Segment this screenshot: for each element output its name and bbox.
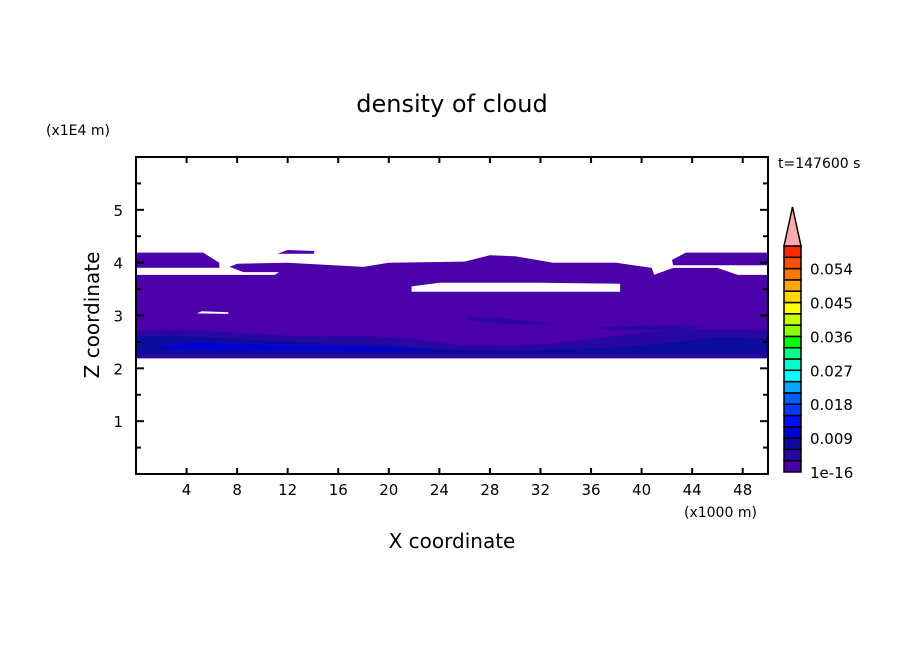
y-tick-label: 3 bbox=[113, 308, 123, 326]
colorbar-swatch bbox=[783, 245, 802, 259]
x-tick-label: 12 bbox=[278, 481, 297, 499]
colorbar-tick-label: 0.009 bbox=[810, 430, 853, 448]
colorbar-overflow-triangle bbox=[783, 206, 802, 247]
colorbar-tick-label: 0.054 bbox=[810, 261, 853, 279]
contour-gap bbox=[136, 266, 279, 275]
colorbar-swatch bbox=[783, 324, 802, 338]
colorbar-swatch bbox=[783, 392, 802, 405]
colorbar-swatch bbox=[783, 380, 802, 394]
y-tick-label: 4 bbox=[113, 255, 123, 273]
colorbar-swatch bbox=[783, 301, 802, 315]
contour-gap bbox=[411, 282, 621, 292]
y-tick-label: 2 bbox=[113, 360, 123, 378]
x-tick-label: 8 bbox=[232, 481, 242, 499]
x-tick-label: 4 bbox=[182, 481, 192, 499]
contour-gap bbox=[717, 267, 768, 275]
colorbar-swatch bbox=[783, 369, 802, 383]
y-tick-label: 5 bbox=[113, 202, 123, 220]
x-tick-label: 40 bbox=[632, 481, 651, 499]
colorbar-tick-label: 0.027 bbox=[810, 362, 853, 380]
colorbar-swatch bbox=[783, 313, 802, 326]
x-unit-label: (x1000 m) bbox=[684, 505, 757, 521]
contour-fills bbox=[136, 250, 768, 359]
colorbar-swatch bbox=[783, 256, 802, 270]
contour-region-level-0 bbox=[277, 250, 315, 254]
contour-region-level-0 bbox=[671, 252, 768, 266]
colorbar-swatch bbox=[783, 267, 802, 281]
colorbar-swatch bbox=[783, 437, 802, 451]
x-tick-label: 24 bbox=[430, 481, 449, 499]
y-tick-label: 1 bbox=[113, 413, 123, 431]
contour-gap bbox=[196, 311, 229, 314]
colorbar-swatch bbox=[783, 279, 802, 292]
colorbar-swatch bbox=[783, 290, 802, 304]
contour-region-level-1 bbox=[467, 317, 554, 325]
plot-area bbox=[136, 250, 768, 359]
chart-title: density of cloud bbox=[356, 90, 547, 118]
colorbar-swatch bbox=[783, 448, 802, 462]
colorbar: 1e-16 0.009 0.018 0.027 0.036 0.045 0.054 bbox=[783, 206, 853, 482]
colorbar-tick-label: 1e-16 bbox=[810, 464, 853, 482]
contour-region-level-0 bbox=[136, 255, 768, 359]
x-tick-label: 32 bbox=[531, 481, 550, 499]
contour-region-level-1 bbox=[597, 324, 703, 331]
colorbar-swatch bbox=[783, 414, 802, 428]
x-tick-label: 44 bbox=[683, 481, 702, 499]
x-tick-label: 20 bbox=[379, 481, 398, 499]
colorbar-tick-label: 0.018 bbox=[810, 396, 853, 414]
colorbar-tick-label: 0.045 bbox=[810, 295, 853, 313]
colorbar-swatch bbox=[783, 426, 802, 439]
x-tick-label: 36 bbox=[581, 481, 600, 499]
x-tick-label: 16 bbox=[329, 481, 348, 499]
contour-region-level-3 bbox=[161, 343, 440, 351]
x-axis-label: X coordinate bbox=[389, 529, 516, 553]
colorbar-swatch bbox=[783, 358, 802, 372]
colorbar-swatch bbox=[783, 335, 802, 349]
colorbar-swatch bbox=[783, 403, 802, 417]
y-axis-label: Z coordinate bbox=[80, 252, 104, 379]
x-tick-label: 48 bbox=[733, 481, 752, 499]
colorbar-tick-label: 0.036 bbox=[810, 328, 853, 346]
x-tick-label: 28 bbox=[480, 481, 499, 499]
y-unit-label: (x1E4 m) bbox=[46, 123, 110, 139]
contour-region-level-0 bbox=[136, 252, 220, 268]
colorbar-swatch bbox=[783, 346, 802, 360]
colorbar-swatch bbox=[783, 459, 802, 473]
time-label: t=147600 s bbox=[778, 156, 860, 172]
